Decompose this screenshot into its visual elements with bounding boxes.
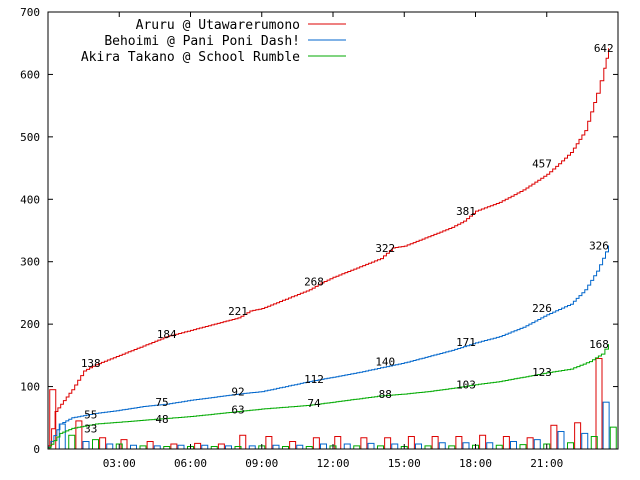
x-tick-label: 03:00 <box>103 457 136 470</box>
x-tick-label: 15:00 <box>388 457 421 470</box>
bar-1 <box>170 443 178 450</box>
bar-2 <box>533 439 541 450</box>
bar-1 <box>431 436 439 450</box>
legend-entry-label: Aruru @ Utawarerumono <box>136 18 300 33</box>
bar-1 <box>265 436 273 450</box>
bar-3 <box>92 439 99 450</box>
bar-3 <box>567 442 574 450</box>
y-tick-label: 500 <box>20 131 40 144</box>
bar-1 <box>574 422 582 450</box>
bar-1 <box>502 436 510 450</box>
data-label: 184 <box>157 328 177 341</box>
data-label: 123 <box>532 366 552 379</box>
bar-1 <box>407 436 415 450</box>
bar-2 <box>343 443 351 450</box>
y-tick-label: 200 <box>20 318 40 331</box>
bar-2 <box>272 444 280 450</box>
bar-1 <box>75 420 83 450</box>
bar-2 <box>581 432 589 450</box>
bar-2 <box>462 442 470 450</box>
data-label: 268 <box>304 276 324 289</box>
bar-1 <box>312 437 320 450</box>
data-label: 642 <box>594 42 614 55</box>
bar-2 <box>201 444 209 450</box>
bar-2 <box>438 442 446 450</box>
bar-1 <box>217 443 225 450</box>
data-label: 92 <box>231 386 244 399</box>
data-label: 326 <box>589 239 609 252</box>
bar-1 <box>550 424 558 450</box>
series-line-2 <box>48 245 609 448</box>
data-label: 103 <box>456 379 476 392</box>
data-label: 381 <box>456 205 476 218</box>
bar-2 <box>510 441 517 450</box>
bar-2 <box>296 444 304 450</box>
bar-2 <box>82 441 90 450</box>
legend-entry-label: Behoimi @ Pani Poni Dash! <box>104 34 300 49</box>
series-line-3 <box>48 344 609 449</box>
data-label: 138 <box>81 357 101 370</box>
x-tick-label: 12:00 <box>316 457 349 470</box>
annotations-layer: 138 184 221 268 322 381 457 642 55 75 92 112 140 171 2… <box>81 42 614 435</box>
data-label: 88 <box>379 388 392 401</box>
x-tick-label: 09:00 <box>245 457 278 470</box>
data-label: 322 <box>375 242 395 255</box>
y-tick-label: 600 <box>20 68 40 81</box>
bar-2 <box>320 443 327 450</box>
x-tick-label: 18:00 <box>459 457 492 470</box>
series-line-1 <box>48 48 609 447</box>
bar-1 <box>595 357 603 450</box>
x-tick-label: 21:00 <box>530 457 563 470</box>
data-label: 168 <box>589 338 609 351</box>
legend-entry-label: Akira Takano @ School Rumble <box>81 50 300 65</box>
data-label: 63 <box>231 404 244 417</box>
data-label: 74 <box>307 397 321 410</box>
bar-2 <box>557 431 565 450</box>
bar-2 <box>602 401 610 450</box>
bar-2 <box>486 442 494 450</box>
bar-1 <box>146 441 154 450</box>
data-label: 55 <box>84 409 97 422</box>
data-label: 140 <box>375 356 395 369</box>
bar-1 <box>455 436 463 450</box>
bar-1 <box>360 437 368 450</box>
data-label: 33 <box>84 422 97 435</box>
bar-3 <box>495 444 503 450</box>
bar-3 <box>519 444 527 450</box>
data-label: 226 <box>532 302 552 315</box>
bar-1 <box>526 437 534 450</box>
data-label: 457 <box>532 158 552 171</box>
bar-2 <box>177 444 185 450</box>
bar-2 <box>391 443 399 450</box>
bar-2 <box>415 443 422 450</box>
data-label: 48 <box>155 413 168 426</box>
y-tick-label: 100 <box>20 381 40 394</box>
bar-1 <box>99 437 107 450</box>
y-tick-label: 400 <box>20 193 40 206</box>
bar-3 <box>68 434 76 450</box>
bar-1 <box>384 437 392 450</box>
data-label: 75 <box>155 396 168 409</box>
data-label: 171 <box>456 336 476 349</box>
plot-frame <box>47 11 619 450</box>
data-label: 221 <box>228 305 248 318</box>
data-label: 112 <box>304 373 324 386</box>
bar-1 <box>479 434 487 450</box>
bar-3 <box>609 426 617 450</box>
y-tick-label: 0 <box>33 443 40 456</box>
lines-layer <box>48 48 609 449</box>
bar-2 <box>367 442 375 450</box>
y-tick-label: 700 <box>20 6 40 19</box>
bar-2 <box>106 443 114 450</box>
bar-1 <box>194 442 202 450</box>
bar-1 <box>289 441 297 450</box>
x-tick-label: 06:00 <box>174 457 207 470</box>
y-tick-label: 300 <box>20 256 40 269</box>
axes-layer: 0 100 200 300 400 500 600 700 03:00 06:00 09:00 12:… <box>20 6 618 470</box>
bar-2 <box>130 444 137 450</box>
